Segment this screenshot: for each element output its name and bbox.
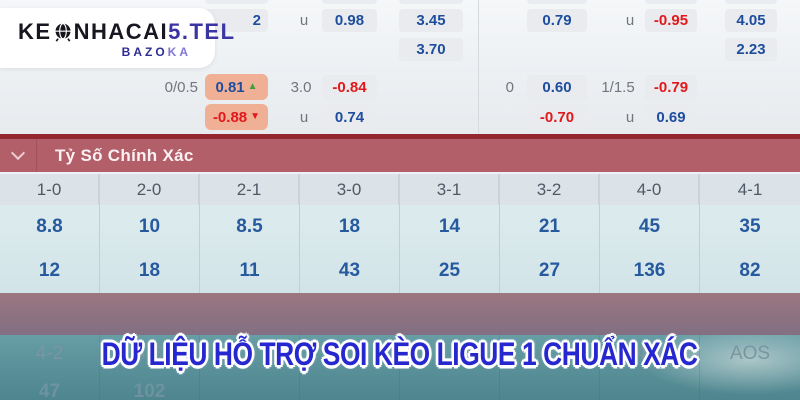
score-header: 2-1 <box>200 174 300 205</box>
odds-box-highlighted[interactable]: -0.88 ▼ <box>205 104 268 130</box>
globe-mascot-icon <box>55 23 71 42</box>
score-header <box>400 335 500 373</box>
under-label: u <box>299 12 309 29</box>
correct-score-header-bar: Tỷ Số Chính Xác <box>0 139 800 172</box>
score-header: 4-4 <box>600 335 700 373</box>
total-line-label: 1/1.5 <box>601 79 635 96</box>
score-odds[interactable]: 35 <box>739 216 761 237</box>
score-odds[interactable]: 18 <box>300 205 400 249</box>
score-odds[interactable] <box>300 373 400 400</box>
logo-subtitle-suffix: KA <box>167 45 191 59</box>
odds-box[interactable]: 2.23 <box>725 38 777 61</box>
score-header <box>300 335 400 373</box>
score-header: 4-2 <box>0 335 100 373</box>
score-odds[interactable]: 8.8 <box>0 205 100 249</box>
score-odds[interactable]: 102 <box>100 373 200 400</box>
score-odds[interactable]: 11 <box>200 249 300 293</box>
under-label: u <box>625 12 635 29</box>
score-odds-row: 12 18 11 43 25 27 136 82 <box>0 249 800 293</box>
under-label: u <box>299 109 309 126</box>
score-odds[interactable]: 21 <box>500 205 600 249</box>
cutoff-odds-box <box>527 0 587 4</box>
score-header-row-2: 4-2 4-3 4-4 AOS <box>0 335 800 373</box>
site-logo[interactable]: KE NHACAI 5.TEL BAZOKA <box>0 8 234 68</box>
logo-text-prefix: KE <box>18 19 52 44</box>
logo-wordmark: KE NHACAI 5.TEL <box>18 19 234 45</box>
score-header: AOS <box>729 343 771 364</box>
score-header: 4-1 <box>737 179 763 199</box>
score-odds[interactable]: 45 <box>600 205 700 249</box>
score-odds[interactable]: 82 <box>739 260 761 281</box>
odds-box[interactable]: -0.84 <box>322 75 377 100</box>
score-odds[interactable] <box>500 373 600 400</box>
cutoff-odds-box <box>205 0 268 4</box>
score-odds[interactable]: 12 <box>0 249 100 293</box>
score-header: 3-0 <box>300 174 400 205</box>
score-header: 3-2 <box>500 174 600 205</box>
score-odds[interactable]: 8.5 <box>200 205 300 249</box>
column-divider <box>478 0 479 134</box>
score-odds[interactable]: 10 <box>100 205 200 249</box>
score-header <box>200 335 300 373</box>
score-odds[interactable] <box>200 373 300 400</box>
odds-box[interactable]: 0.98 <box>322 9 377 32</box>
odds-box[interactable]: -0.79 <box>645 75 697 100</box>
logo-text-suffix: 5.TEL <box>168 19 236 44</box>
score-odds[interactable] <box>600 373 700 400</box>
odds-box-highlighted[interactable]: 0.81 ▲ <box>205 74 268 100</box>
odds-box[interactable]: 3.70 <box>399 38 463 61</box>
separator-band <box>0 293 800 335</box>
under-label: u <box>625 109 635 126</box>
arrow-up-icon: ▲ <box>247 81 258 92</box>
score-odds[interactable]: 47 <box>0 373 100 400</box>
cutoff-odds-box <box>322 0 377 4</box>
score-odds-row-3: 47 102 <box>0 373 800 400</box>
score-odds[interactable] <box>700 373 800 400</box>
score-header: 4-0 <box>600 174 700 205</box>
logo-subtitle-prefix: BAZO <box>121 45 168 59</box>
score-odds[interactable]: 136 <box>600 249 700 293</box>
odds-box-partial[interactable]: 2 <box>205 9 268 32</box>
odds-value: -0.88 <box>212 108 248 126</box>
cutoff-odds-box <box>725 0 777 4</box>
score-odds[interactable]: 18 <box>100 249 200 293</box>
lower-score-section: 4-2 4-3 4-4 AOS 47 102 <box>0 335 800 400</box>
collapse-toggle[interactable] <box>0 139 37 172</box>
score-header <box>500 335 600 373</box>
chevron-down-icon <box>10 145 26 161</box>
odds-section: 2 u 0.98 3.45 3.70 0/0.5 0.81 ▲ 3.0 -0.8… <box>0 0 800 134</box>
section-separator <box>0 134 800 139</box>
score-header: 4-3 <box>100 335 200 373</box>
score-odds[interactable]: 27 <box>500 249 600 293</box>
odds-box[interactable]: -0.70 <box>527 105 587 130</box>
odds-box[interactable]: 3.45 <box>399 9 463 32</box>
score-odds[interactable] <box>400 373 500 400</box>
odds-box[interactable]: 0.79 <box>527 9 587 32</box>
score-odds-grid: 8.8 10 8.5 18 14 21 45 35 12 18 11 43 25… <box>0 205 800 293</box>
logo-text-mid: NHACAI <box>73 19 169 44</box>
odds-box[interactable]: 0.74 <box>322 105 377 130</box>
odds-box[interactable]: 4.05 <box>725 9 777 32</box>
score-odds[interactable]: 14 <box>400 205 500 249</box>
handicap-label: 0/0.5 <box>164 79 198 96</box>
score-odds-row: 8.8 10 8.5 18 14 21 45 35 <box>0 205 800 249</box>
odds-box[interactable]: 0.60 <box>527 75 587 100</box>
score-header: 3-1 <box>400 174 500 205</box>
arrow-down-icon: ▼ <box>250 111 261 122</box>
score-header: 1-0 <box>0 174 100 205</box>
odds-value: 0.81 <box>215 78 245 96</box>
logo-subtitle: BAZOKA <box>122 45 205 59</box>
odds-box[interactable]: -0.95 <box>645 9 697 32</box>
score-odds[interactable]: 25 <box>400 249 500 293</box>
cutoff-odds-box <box>645 0 697 4</box>
score-odds[interactable]: 43 <box>300 249 400 293</box>
score-header: 2-0 <box>100 174 200 205</box>
section-title: Tỷ Số Chính Xác <box>55 145 194 165</box>
cutoff-odds-box <box>399 0 463 4</box>
score-column-headers: 1-0 2-0 2-1 3-0 3-1 3-2 4-0 4-1 <box>0 172 800 205</box>
total-line-label: 3.0 <box>290 79 312 96</box>
odds-box[interactable]: 0.69 <box>645 105 697 130</box>
handicap-label: 0 <box>505 79 514 96</box>
